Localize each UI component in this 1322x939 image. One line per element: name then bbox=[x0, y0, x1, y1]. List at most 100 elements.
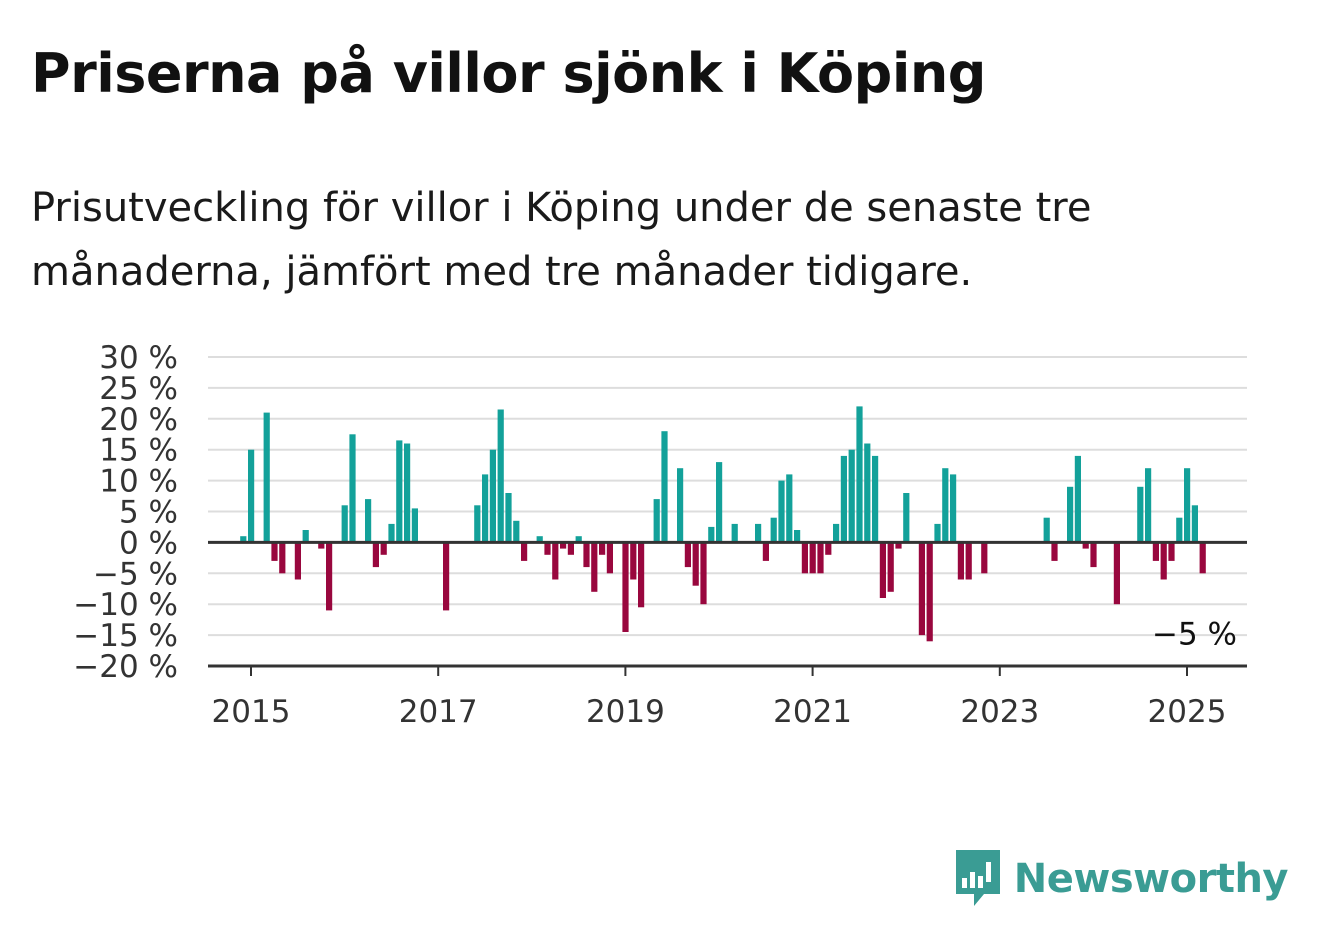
bar bbox=[489, 449, 496, 543]
bar bbox=[918, 542, 925, 636]
bar bbox=[1113, 542, 1120, 605]
bar bbox=[809, 542, 816, 574]
bar bbox=[1168, 542, 1175, 561]
x-tick-label: 2015 bbox=[212, 694, 291, 730]
bar bbox=[1051, 542, 1058, 561]
bar bbox=[349, 434, 356, 543]
bar bbox=[934, 523, 941, 543]
bar bbox=[957, 542, 964, 580]
bar bbox=[700, 542, 707, 605]
bar bbox=[630, 542, 637, 580]
bar bbox=[591, 542, 598, 592]
bar bbox=[903, 493, 910, 543]
bar bbox=[567, 542, 574, 555]
gridlines bbox=[208, 356, 1247, 637]
bar bbox=[1074, 455, 1081, 543]
bar bbox=[521, 542, 528, 561]
x-tick-label: 2025 bbox=[1148, 694, 1227, 730]
x-tick-label: 2023 bbox=[960, 694, 1039, 730]
bar bbox=[942, 468, 949, 543]
bar bbox=[856, 406, 863, 543]
bar bbox=[606, 542, 613, 574]
x-tick-label: 2017 bbox=[399, 694, 478, 730]
bar bbox=[326, 542, 333, 611]
bar bbox=[708, 526, 715, 543]
bar bbox=[396, 440, 403, 543]
y-tick-label: −10 % bbox=[73, 587, 178, 623]
bar bbox=[1067, 486, 1074, 543]
y-tick-label: −20 % bbox=[73, 649, 178, 685]
bar bbox=[1160, 542, 1167, 580]
bar bbox=[1199, 542, 1206, 574]
bar bbox=[263, 412, 270, 543]
bar bbox=[684, 542, 691, 568]
bar bbox=[755, 523, 762, 543]
x-tick-label: 2019 bbox=[586, 694, 665, 730]
bar bbox=[825, 542, 832, 555]
bar bbox=[872, 455, 879, 543]
y-tick-label: 25 % bbox=[99, 371, 178, 407]
bar bbox=[1176, 517, 1183, 543]
bar bbox=[848, 449, 855, 543]
y-tick-label: 0 % bbox=[119, 525, 178, 561]
newsworthy-logo: Newsworthy bbox=[954, 848, 1289, 910]
bar bbox=[271, 542, 278, 561]
y-tick-label: 20 % bbox=[99, 402, 178, 438]
bar bbox=[599, 542, 606, 555]
bar bbox=[833, 523, 840, 543]
bar bbox=[786, 474, 793, 543]
bar-chart: 30 %25 %20 %15 %10 %5 %0 %−5 %−10 %−15 %… bbox=[73, 340, 1247, 730]
bar bbox=[840, 455, 847, 543]
y-tick-label: 10 % bbox=[99, 464, 178, 500]
bar bbox=[443, 542, 450, 611]
bar bbox=[388, 523, 395, 543]
bar bbox=[1145, 468, 1152, 543]
bar bbox=[1191, 505, 1198, 543]
bar bbox=[248, 449, 255, 543]
bar bbox=[794, 530, 801, 543]
bar bbox=[560, 542, 567, 549]
bar bbox=[505, 493, 512, 543]
bar bbox=[864, 443, 871, 543]
bar bbox=[762, 542, 769, 561]
bar bbox=[1137, 486, 1144, 543]
y-tick-label: −15 % bbox=[73, 618, 178, 654]
y-tick-label: 5 % bbox=[119, 495, 178, 531]
bar bbox=[341, 505, 348, 543]
bar bbox=[716, 462, 723, 543]
bar bbox=[294, 542, 301, 580]
bar bbox=[575, 536, 582, 543]
bar bbox=[380, 542, 387, 555]
bar bbox=[411, 508, 418, 543]
bar bbox=[372, 542, 379, 568]
chart-subtitle: Prisutveckling för villor i Köping under… bbox=[31, 185, 1092, 295]
bar bbox=[677, 468, 684, 543]
bar bbox=[817, 542, 824, 574]
bar bbox=[950, 474, 957, 543]
bar bbox=[887, 542, 894, 592]
bar bbox=[778, 480, 785, 543]
x-tick-label: 2021 bbox=[773, 694, 852, 730]
bar bbox=[661, 431, 668, 543]
bar bbox=[801, 542, 808, 574]
bar bbox=[981, 542, 988, 574]
bar bbox=[318, 542, 325, 549]
bar bbox=[583, 542, 590, 568]
y-tick-label: 30 % bbox=[99, 340, 178, 376]
bar bbox=[240, 536, 247, 543]
bar bbox=[926, 542, 933, 642]
bar bbox=[879, 542, 886, 598]
bar bbox=[279, 542, 286, 574]
bar bbox=[1043, 517, 1050, 543]
bar bbox=[731, 523, 738, 543]
bar bbox=[536, 536, 543, 543]
bar bbox=[1082, 542, 1089, 549]
bars bbox=[240, 406, 1206, 642]
bar bbox=[1090, 542, 1097, 568]
bar bbox=[638, 542, 645, 608]
chart-title: Priserna på villor sjönk i Köping bbox=[31, 42, 986, 105]
bar bbox=[404, 443, 411, 543]
newsworthy-chart-bubble-icon bbox=[955, 850, 1000, 906]
bar bbox=[513, 520, 520, 543]
axes bbox=[208, 540, 1247, 668]
